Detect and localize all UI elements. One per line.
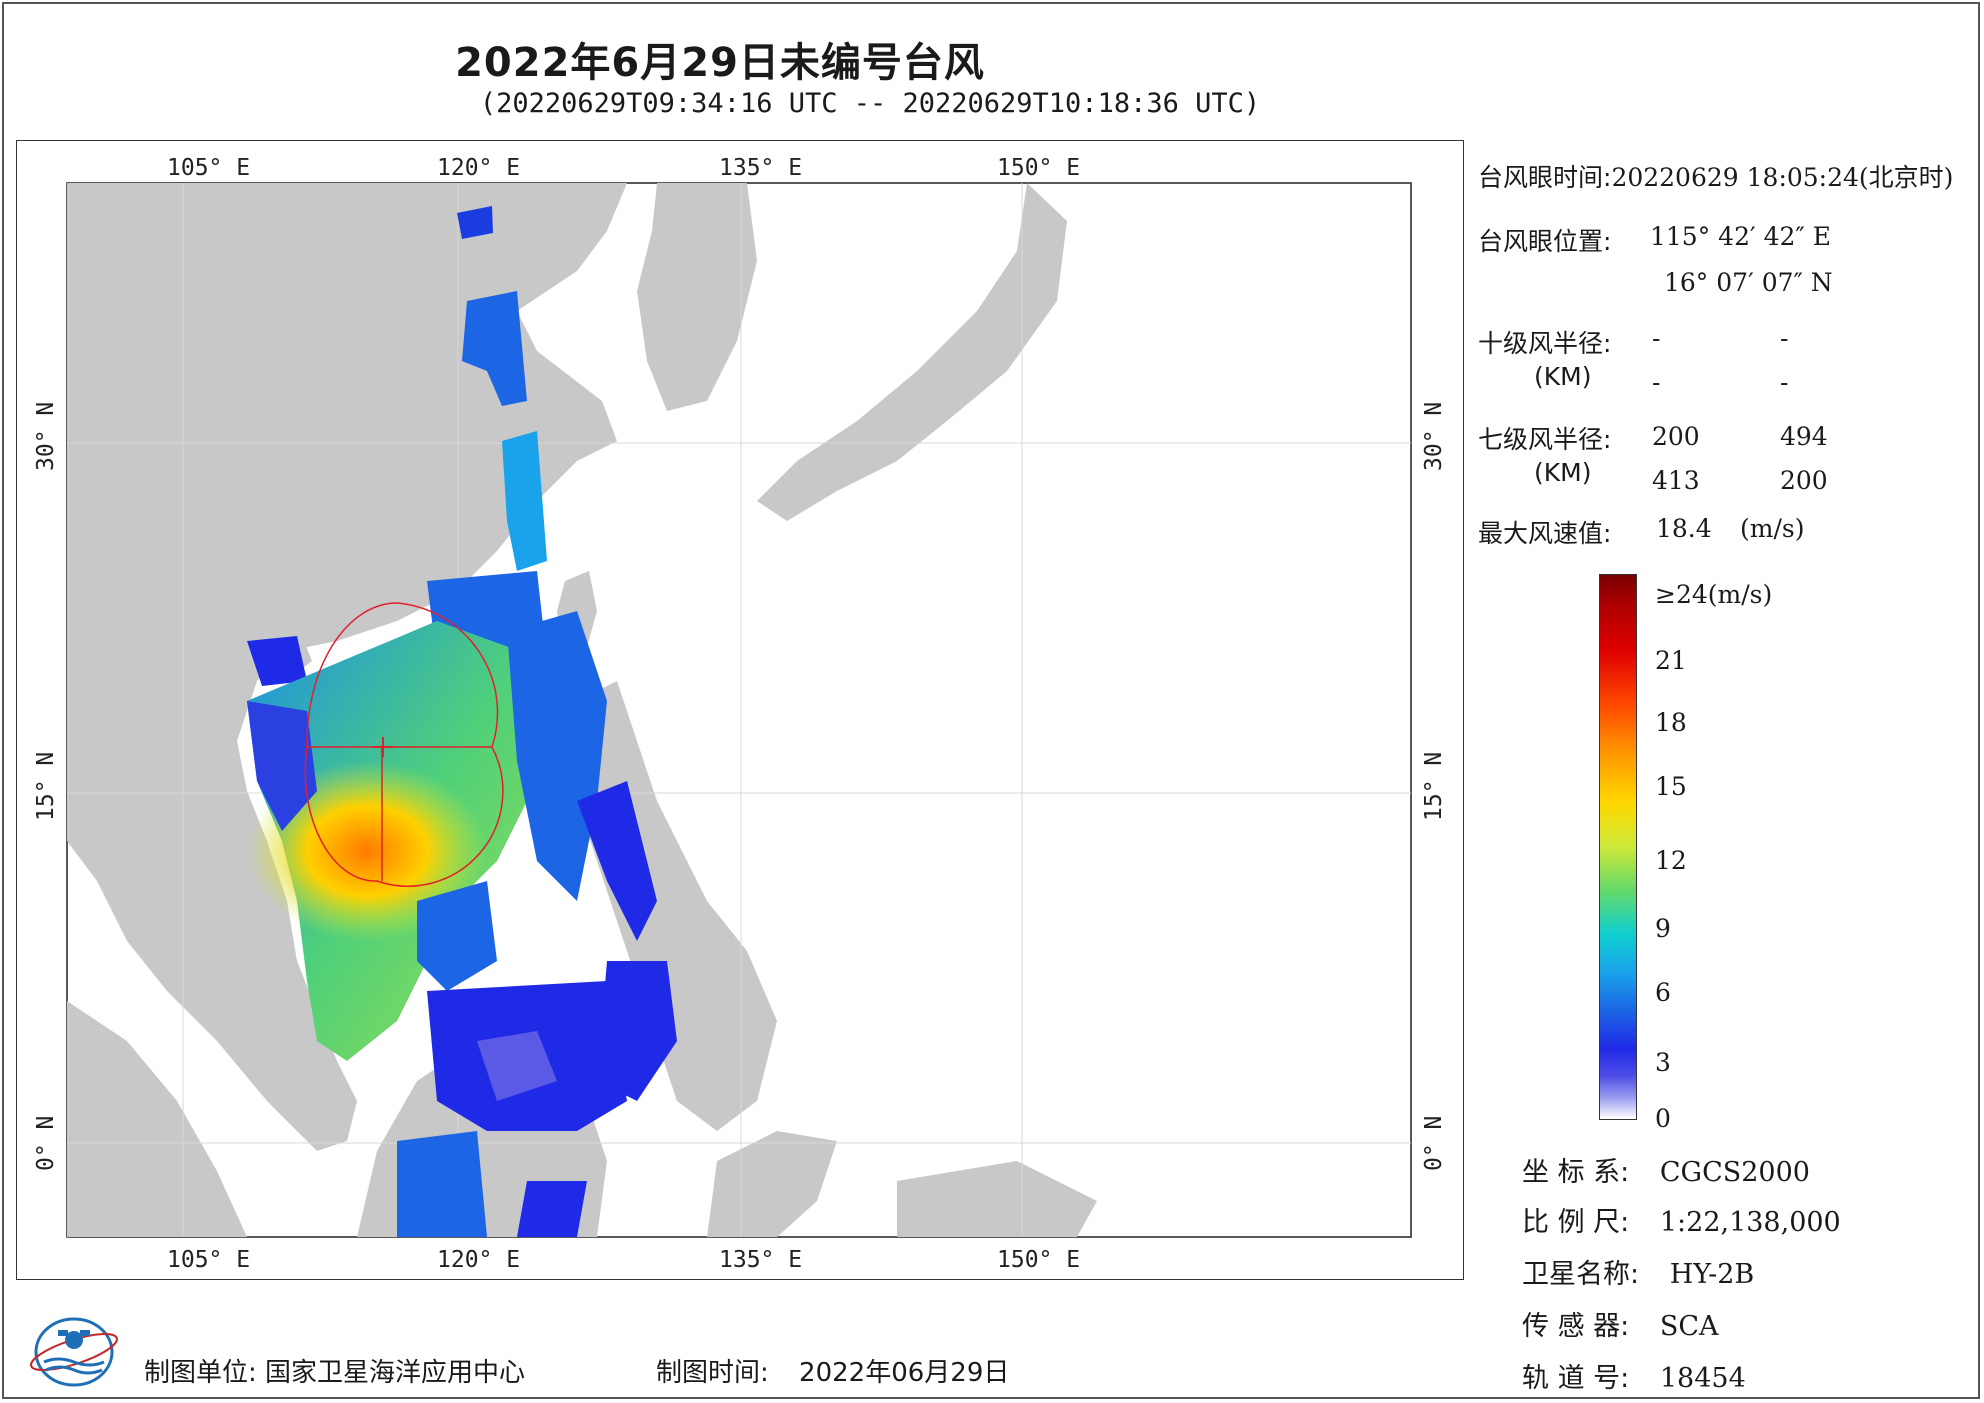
wind-swath — [247, 206, 677, 1237]
producer-value: 国家卫星海洋应用中心 — [265, 1358, 526, 1388]
max-wind-unit: (m/s) — [1740, 514, 1805, 543]
r10-label: 十级风半径: — [1478, 329, 1612, 358]
right-lat-tick-1: 30° N — [1421, 402, 1447, 471]
satellite-row: 卫星名称: HY-2B — [1522, 1252, 1754, 1291]
satellite-label: 卫星名称: — [1522, 1259, 1640, 1290]
eye-time-value: 20220629 18:05:24(北京时) — [1611, 163, 1954, 192]
r7-value-sw: 413 — [1652, 466, 1700, 495]
r7-km-label: (KM) — [1534, 458, 1592, 487]
orbit-row: 轨 道 号: 18454 — [1522, 1356, 1746, 1395]
colorbar-label-9: 9 — [1655, 914, 1671, 943]
eye-latitude: 16° 07′ 07″ N — [1664, 268, 1833, 297]
max-wind-label: 最大风速值: — [1478, 519, 1612, 548]
date-value: 2022年06月29日 — [799, 1358, 1010, 1388]
max-wind-value: 18.4 — [1656, 514, 1712, 543]
scale-value: 1:22,138,000 — [1659, 1207, 1841, 1238]
map-title: 2022年6月29日未编号台风 — [455, 40, 985, 86]
top-lon-tick-3: 135° E — [719, 155, 802, 181]
r10-value-nw: - — [1780, 368, 1789, 397]
top-lon-tick-2: 120° E — [437, 155, 520, 181]
coord-system-row: 坐 标 系: CGCS2000 — [1522, 1150, 1810, 1189]
colorbar-label-12: 12 — [1655, 846, 1687, 875]
coord-system-value: CGCS2000 — [1659, 1157, 1810, 1188]
date-label: 制图时间: — [656, 1358, 769, 1388]
scale-label: 比 例 尺: — [1522, 1207, 1630, 1238]
footer-date: 制图时间: 2022年06月29日 — [656, 1352, 1009, 1389]
bottom-lon-tick-4: 150° E — [997, 1247, 1080, 1273]
eye-longitude: 115° 42′ 42″ E — [1650, 222, 1831, 251]
r10-value-se: - — [1780, 324, 1789, 353]
left-lat-tick-2: 15° N — [33, 752, 59, 821]
r10-km-label: (KM) — [1534, 362, 1592, 391]
satellite-value: HY-2B — [1669, 1259, 1755, 1290]
colorbar-label-3: 3 — [1655, 1048, 1671, 1077]
footer-producer: 制图单位: 国家卫星海洋应用中心 — [144, 1352, 525, 1389]
nsoas-logo — [30, 1317, 118, 1387]
colorbar-top-label: ≥24(m/s) — [1655, 580, 1773, 609]
r7-value-ne: 200 — [1652, 422, 1700, 451]
colorbar-label-15: 15 — [1655, 772, 1687, 801]
bottom-lon-tick-1: 105° E — [167, 1247, 250, 1273]
r10-value-ne: - — [1652, 324, 1661, 353]
left-lat-tick-3: 0° N — [33, 1116, 59, 1171]
wind-speed-colorbar — [1599, 574, 1637, 1120]
bottom-lon-tick-2: 120° E — [437, 1247, 520, 1273]
coord-system-label: 坐 标 系: — [1522, 1157, 1630, 1188]
r7-value-nw: 200 — [1780, 466, 1828, 495]
colorbar-label-6: 6 — [1655, 978, 1671, 1007]
colorbar-label-21: 21 — [1655, 646, 1687, 675]
scale-row: 比 例 尺: 1:22,138,000 — [1522, 1200, 1841, 1239]
producer-label: 制图单位: — [144, 1358, 257, 1388]
eye-position-label: 台风眼位置: — [1478, 227, 1612, 256]
sensor-row: 传 感 器: SCA — [1522, 1304, 1719, 1343]
colorbar-label-0: 0 — [1655, 1104, 1671, 1133]
orbit-label: 轨 道 号: — [1522, 1363, 1630, 1394]
eye-time-label: 台风眼时间: — [1478, 163, 1612, 192]
map-svg[interactable]: 105° E 120° E 135° E 150° E 105° E 120° … — [17, 141, 1465, 1281]
map-subtitle: (20220629T09:34:16 UTC -- 20220629T10:18… — [479, 88, 1261, 119]
right-lat-tick-2: 15° N — [1421, 752, 1447, 821]
r7-label: 七级风半径: — [1478, 425, 1612, 454]
top-lon-tick-4: 150° E — [997, 155, 1080, 181]
right-lat-tick-3: 0° N — [1421, 1116, 1447, 1171]
r7-value-se: 494 — [1780, 422, 1828, 451]
sensor-label: 传 感 器: — [1522, 1311, 1630, 1342]
orbit-value: 18454 — [1659, 1363, 1746, 1394]
colorbar-label-18: 18 — [1655, 708, 1687, 737]
bottom-lon-tick-3: 135° E — [719, 1247, 802, 1273]
r10-value-sw: - — [1652, 368, 1661, 397]
map-frame: 105° E 120° E 135° E 150° E 105° E 120° … — [16, 140, 1464, 1280]
top-lon-tick-1: 105° E — [167, 155, 250, 181]
typhoon-eye-marker — [373, 737, 393, 757]
left-lat-tick-1: 30° N — [33, 402, 59, 471]
sensor-value: SCA — [1659, 1311, 1719, 1342]
typhoon-radius — [304, 602, 504, 887]
